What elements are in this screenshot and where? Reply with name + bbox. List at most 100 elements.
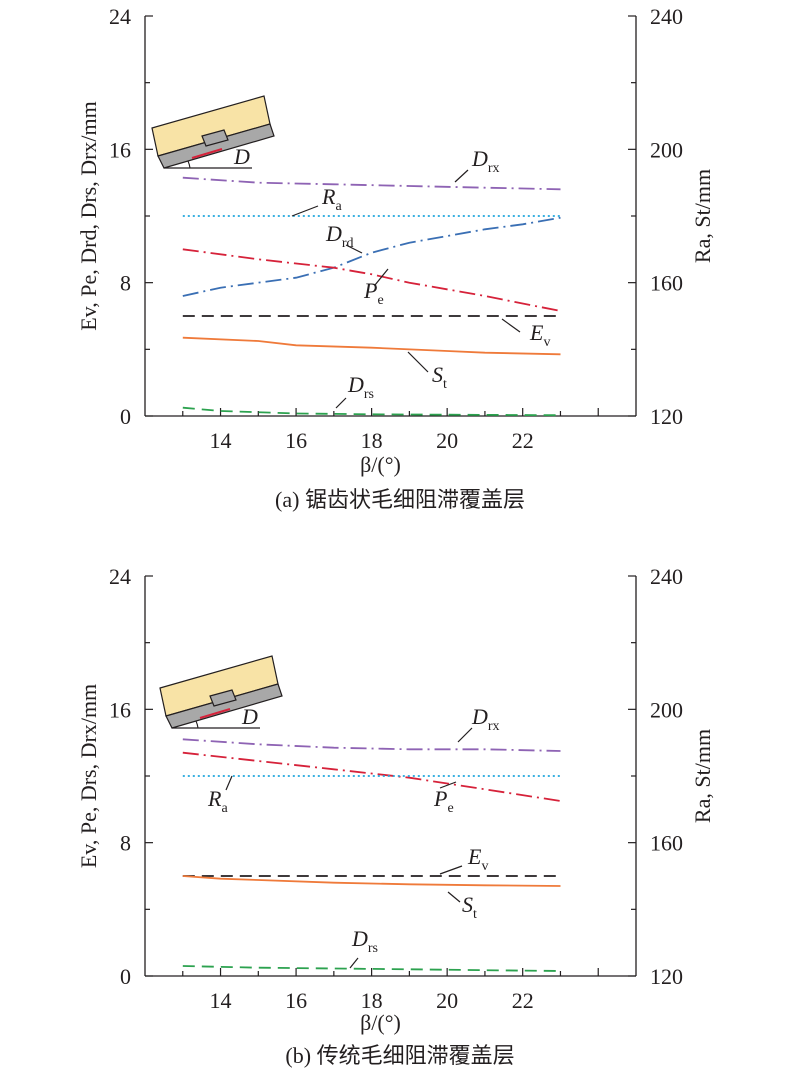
- x-tick-label: 14: [210, 988, 232, 1013]
- leader-line-Drs: [335, 397, 347, 409]
- right-tick-label: 120: [650, 964, 683, 989]
- series-label-St-sub: t: [473, 907, 477, 922]
- leader-line-Ra: [291, 205, 319, 217]
- right-axis-title: Ra, St/mm: [690, 169, 715, 263]
- series-label-Ev-sub: v: [543, 335, 550, 350]
- series-label-Drs-main: D: [351, 926, 368, 951]
- leader-line-Ev: [501, 318, 521, 333]
- chart-panel-a: 0 8 16 24 120 160 200 240 14 16 18 20 22 Ev, Pe, Drd,…: [76, 4, 715, 512]
- leader-line-Drd: [345, 244, 363, 254]
- left-tick-label: 0: [120, 964, 131, 989]
- series-label-St: St: [462, 892, 477, 922]
- left-axis-title: Ev, Pe, Drd, Drs, Drx/mm: [76, 101, 101, 331]
- series-line-Pe: [182, 248, 561, 312]
- series-label-Drx-sub: rx: [488, 161, 500, 176]
- series-label-Drd-sub: rd: [342, 236, 354, 251]
- base-layer: [157, 123, 275, 169]
- series-label-Ev-sub: v: [481, 859, 488, 874]
- angle-arc: [195, 720, 199, 729]
- series-label-Pe-sub: e: [447, 801, 453, 816]
- series-line-St: [182, 336, 561, 356]
- leader-line-Pe: [439, 781, 457, 789]
- x-tick-label: 22: [512, 988, 534, 1013]
- chart-panel-b: 0 8 16 24 120 160 200 240 14 16 18 20 22 Ev, Pe, Drs,…: [76, 564, 715, 1068]
- figure-caption: (b) 传统毛细阻滞覆盖层: [285, 1043, 514, 1068]
- series-label-Pe-main: P: [433, 786, 447, 811]
- series-label-Drx: Drx: [471, 704, 500, 734]
- series-label-Drs: Drs: [347, 372, 374, 402]
- right-tick-label: 160: [650, 831, 683, 856]
- series-label-Drs: Drs: [351, 926, 378, 956]
- schematic-label: D: [233, 144, 250, 169]
- series-label-Pe-main: P: [363, 278, 377, 303]
- slope-schematic: D: [151, 95, 275, 169]
- series-label-Ra-sub: a: [221, 801, 228, 816]
- series-label-Ev: Ev: [467, 844, 488, 874]
- series-label-Drx-sub: rx: [488, 719, 500, 734]
- series-label-St-main: S: [462, 892, 473, 917]
- series-label-Ra-main: R: [321, 184, 336, 209]
- leader-line-Drx: [457, 727, 473, 743]
- x-axis-title: β/(°): [360, 452, 401, 477]
- x-axis-title: β/(°): [360, 1010, 401, 1035]
- angle-arc: [187, 160, 191, 169]
- x-tick-label: 20: [436, 988, 458, 1013]
- series-label-Pe-sub: e: [377, 293, 383, 308]
- schematic-label: D: [241, 704, 258, 729]
- right-tick-label: 200: [650, 697, 683, 722]
- base-layer: [165, 683, 283, 729]
- left-tick-label: 16: [109, 697, 131, 722]
- slope-schematic: D: [159, 655, 283, 729]
- series-line-Drd: [182, 216, 561, 297]
- leader-line-St: [407, 351, 429, 373]
- series-label-Drd: Drd: [325, 221, 354, 251]
- series-label-Ev: Ev: [529, 320, 550, 350]
- leader-line-Ra: [225, 775, 233, 791]
- series-line-Drx: [182, 176, 561, 191]
- right-tick-label: 240: [650, 4, 683, 29]
- right-axis-title: Ra, St/mm: [690, 729, 715, 823]
- series-label-Ev-main: E: [529, 320, 544, 345]
- series-line-Pe: [182, 751, 561, 802]
- series-label-Drs-sub: rs: [364, 387, 374, 402]
- right-tick-label: 200: [650, 137, 683, 162]
- series-line-Drx: [182, 738, 561, 752]
- series-label-Drx-main: D: [471, 146, 488, 171]
- series-line-St: [182, 875, 561, 887]
- right-tick-label: 240: [650, 564, 683, 589]
- left-tick-label: 0: [120, 404, 131, 429]
- right-tick-label: 160: [650, 271, 683, 296]
- series-label-St-sub: t: [443, 377, 447, 392]
- diversion-length-marker: [191, 148, 223, 159]
- left-axis-title: Ev, Pe, Drs, Drx/mm: [76, 684, 101, 868]
- x-tick-label: 16: [285, 988, 307, 1013]
- series-label-Pe: Pe: [363, 278, 384, 308]
- series-label-St-main: S: [432, 362, 443, 387]
- left-tick-label: 16: [109, 137, 131, 162]
- left-tick-label: 8: [120, 831, 131, 856]
- series-label-Ev-main: E: [467, 844, 482, 869]
- series-label-Drs-main: D: [347, 372, 364, 397]
- series-label-Drd-main: D: [325, 221, 342, 246]
- leader-line-St: [447, 891, 461, 903]
- barrier-bump: [209, 689, 237, 707]
- x-tick-label: 18: [361, 428, 383, 453]
- series-label-Ra: Ra: [207, 786, 228, 816]
- x-tick-label: 14: [210, 428, 232, 453]
- figure-caption: (a) 锯齿状毛细阻滞覆盖层: [275, 487, 525, 512]
- leader-line-Drx: [454, 169, 469, 183]
- leader-line-Pe: [374, 268, 389, 286]
- left-tick-label: 24: [109, 4, 131, 29]
- series-label-Drx-main: D: [471, 704, 488, 729]
- series-label-Ra-main: R: [207, 786, 222, 811]
- series-label-Drs-sub: rs: [368, 941, 378, 956]
- series-label-St: St: [432, 362, 447, 392]
- x-tick-label: 16: [285, 428, 307, 453]
- left-tick-label: 8: [120, 271, 131, 296]
- series-label-Ra: Ra: [321, 184, 342, 214]
- left-tick-label: 24: [109, 564, 131, 589]
- series-label-Pe: Pe: [433, 786, 454, 816]
- leader-line-Ev: [439, 865, 463, 875]
- x-tick-label: 22: [512, 428, 534, 453]
